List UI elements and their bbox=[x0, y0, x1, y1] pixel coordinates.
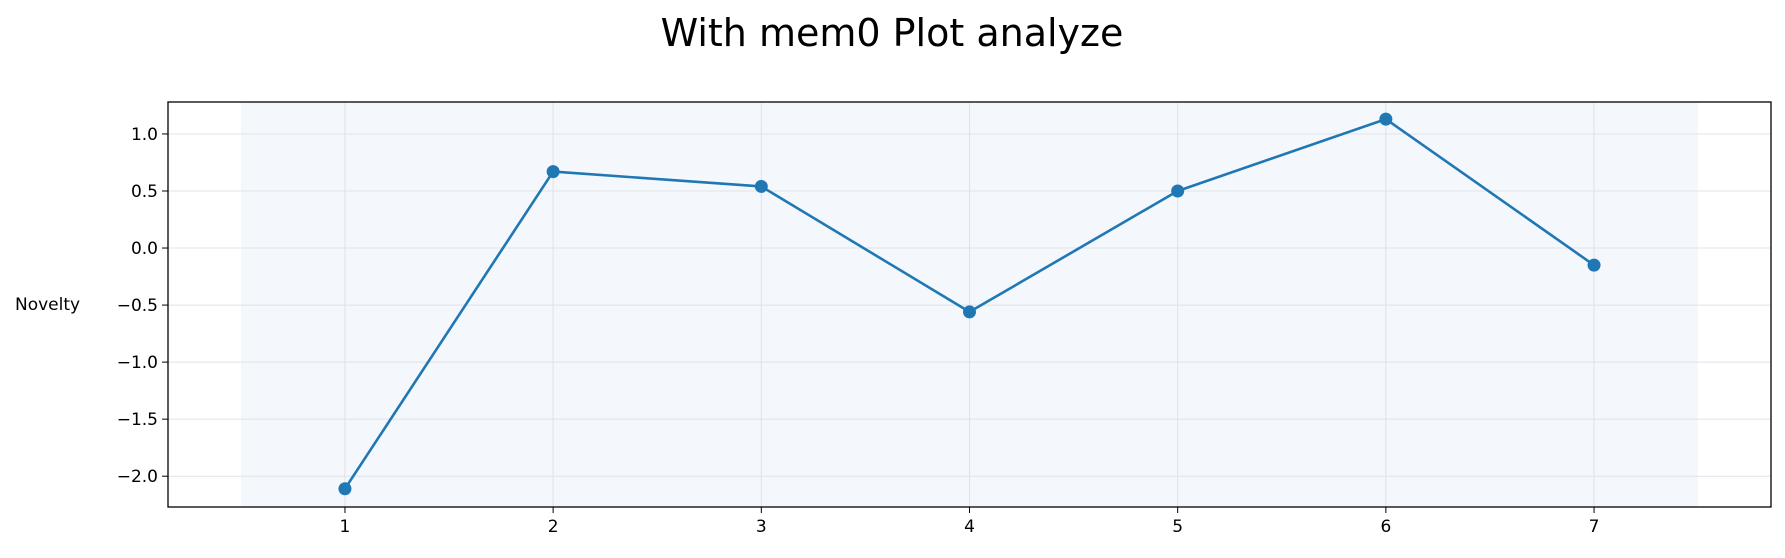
y-tick-label: −1.0 bbox=[117, 353, 158, 373]
chart-title: With mem0 Plot analyze bbox=[661, 11, 1124, 55]
data-point bbox=[1587, 258, 1601, 272]
y-tick-label: −1.5 bbox=[117, 410, 158, 430]
data-point bbox=[338, 482, 352, 496]
x-tick-label: 1 bbox=[340, 517, 351, 537]
y-axis-label: Novelty bbox=[15, 295, 80, 315]
y-tick-label: −2.0 bbox=[117, 467, 158, 487]
data-point bbox=[963, 305, 976, 319]
data-point bbox=[1171, 184, 1185, 198]
x-tick-label: 4 bbox=[964, 517, 975, 537]
x-tick-label: 2 bbox=[548, 517, 559, 537]
x-tick-label: 6 bbox=[1380, 517, 1391, 537]
y-tick-label: 0.0 bbox=[131, 239, 158, 259]
x-tick-label: 5 bbox=[1172, 517, 1183, 537]
data-point bbox=[546, 165, 560, 179]
data-point bbox=[754, 179, 768, 193]
data-point bbox=[1379, 112, 1393, 126]
y-tick-label: 1.0 bbox=[131, 125, 158, 145]
y-tick-label: 0.5 bbox=[131, 182, 158, 202]
x-tick-label: 3 bbox=[756, 517, 767, 537]
y-tick-label: −0.5 bbox=[117, 296, 158, 316]
x-tick-label: 7 bbox=[1589, 517, 1600, 537]
